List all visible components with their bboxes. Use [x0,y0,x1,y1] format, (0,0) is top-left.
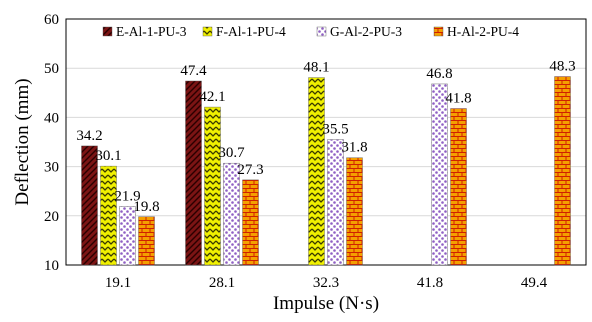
bar-e-al-1-pu-3-28.1 [185,80,202,266]
x-tick-label: 19.1 [105,275,131,291]
legend-swatch [316,26,327,37]
data-label: 47.4 [180,63,207,79]
legend-swatch [202,26,213,37]
bar-f-al-1-pu-4-32.3 [308,77,325,266]
x-tick-label: 28.1 [209,275,235,291]
data-label: 41.8 [445,91,471,107]
bar-h-al-2-pu-4-28.1 [242,179,259,266]
bar-e-al-1-pu-3-19.1 [81,145,98,266]
y-tick-label: 10 [44,258,59,274]
data-label: 48.3 [549,59,575,75]
legend-label: G-Al-2-PU-3 [330,24,402,39]
legend-swatch [102,26,113,37]
plot-frame [65,18,587,266]
bar-f-al-1-pu-4-28.1 [204,106,221,266]
y-tick-label: 40 [44,110,59,126]
data-label: 19.8 [133,199,159,215]
data-label: 27.3 [237,162,263,178]
data-label: 30.1 [95,148,121,164]
x-tick-label: 32.3 [313,275,339,291]
y-tick-label: 60 [44,12,59,28]
legend-swatch [433,26,444,37]
legend-label: H-Al-2-PU-4 [447,24,519,39]
y-tick-label: 50 [44,61,59,77]
bar-h-al-2-pu-4-49.4 [554,76,571,266]
bar-g-al-2-pu-3-32.3 [327,139,344,266]
y-tick-label: 20 [44,209,59,225]
bar-h-al-2-pu-4-41.8 [450,108,467,266]
bar-f-al-1-pu-4-19.1 [100,165,117,266]
bar-g-al-2-pu-3-28.1 [223,162,240,266]
data-label: 21.9 [114,188,140,204]
data-label: 30.7 [218,145,245,161]
y-axis-title: Deflection (mm) [12,78,33,205]
data-label: 48.1 [303,60,329,76]
legend-label: E-Al-1-PU-3 [116,24,187,39]
data-label: 31.8 [341,140,367,156]
x-tick-label: 41.8 [417,275,443,291]
data-label: 34.2 [76,128,102,144]
x-axis-title: Impulse (N·s) [273,293,379,314]
bar-h-al-2-pu-4-19.1 [138,216,155,266]
legend-label: F-Al-1-PU-4 [216,24,286,39]
data-label: 46.8 [426,66,452,82]
data-label: 42.1 [199,89,225,105]
x-tick-label: 49.4 [521,275,548,291]
bar-h-al-2-pu-4-32.3 [346,157,363,266]
bar-g-al-2-pu-3-41.8 [431,83,448,266]
bar-g-al-2-pu-3-19.1 [119,206,136,266]
data-label: 35.5 [322,122,348,138]
y-tick-label: 30 [44,160,59,176]
